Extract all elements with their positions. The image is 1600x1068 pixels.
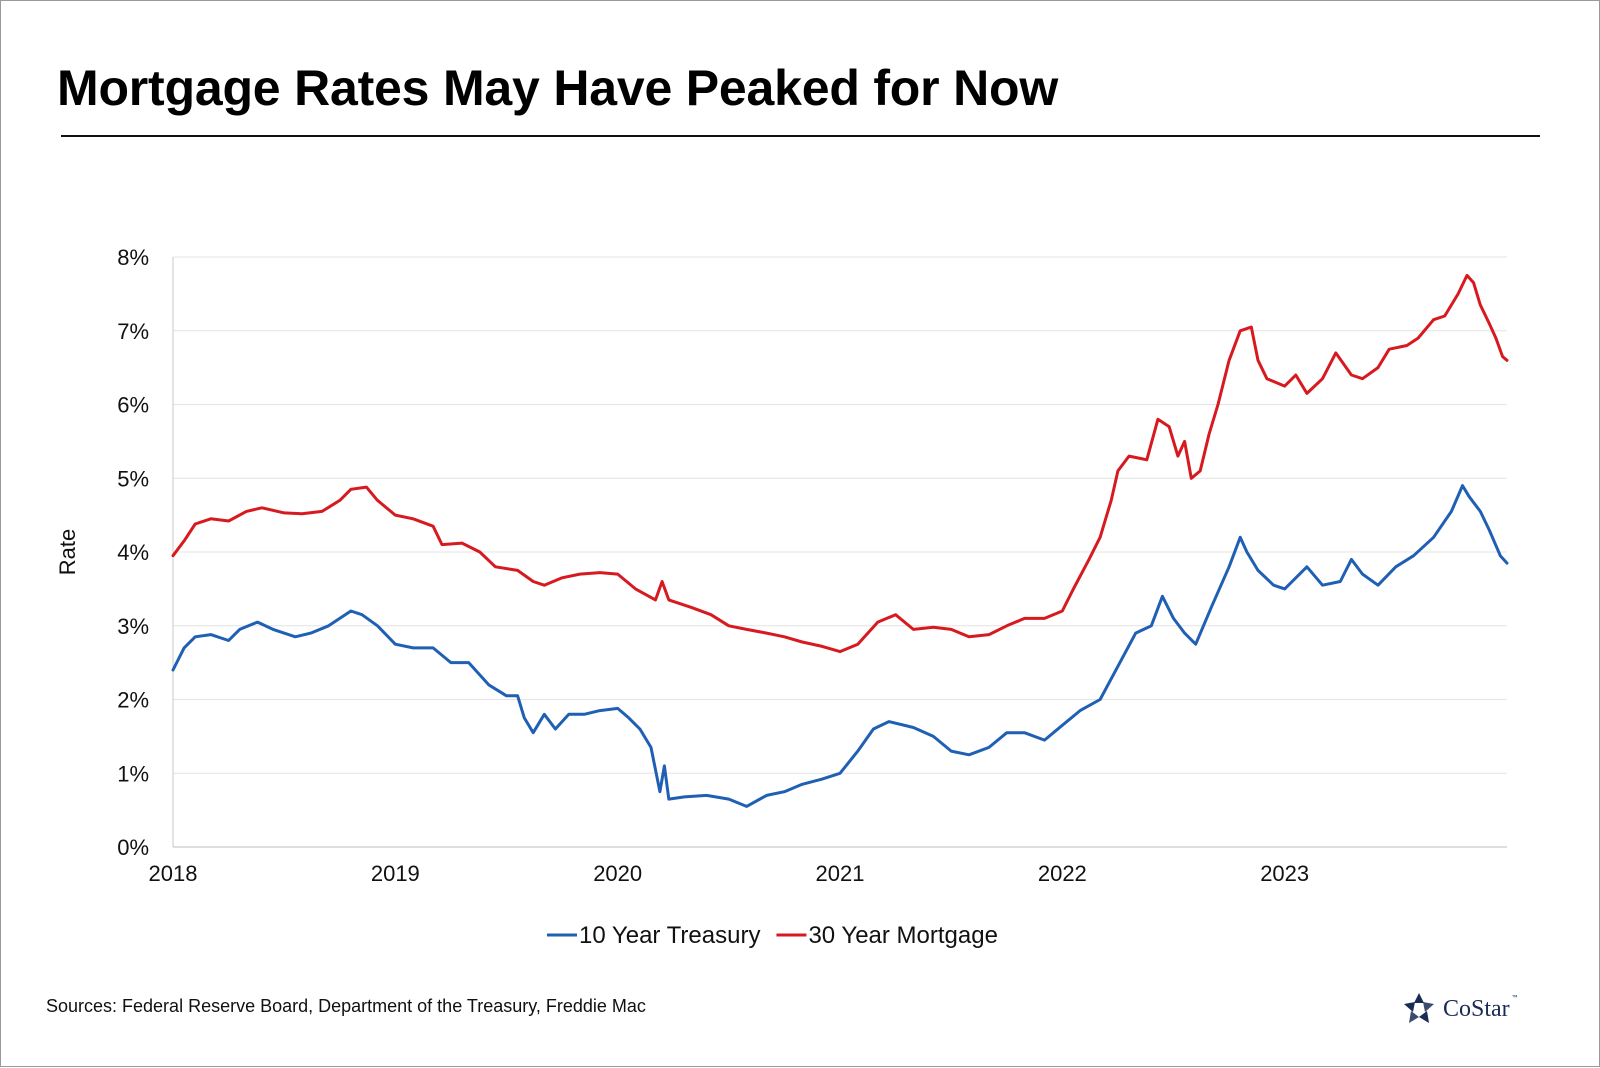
x-tick-label: 2020 xyxy=(593,861,642,886)
source-note: Sources: Federal Reserve Board, Departme… xyxy=(46,996,646,1016)
y-tick-label: 8% xyxy=(117,245,149,270)
costar-star-logo-icon xyxy=(1404,993,1434,1023)
x-tick-label: 2022 xyxy=(1038,861,1087,886)
x-tick-label: 2018 xyxy=(149,861,198,886)
title-divider xyxy=(61,135,1540,137)
x-tick-label: 2021 xyxy=(816,861,865,886)
y-tick-label: 2% xyxy=(117,688,149,713)
series-line-30-year-mortgage xyxy=(171,273,1509,654)
brand-trademark: ™ xyxy=(1511,995,1518,1001)
brand-name: CoStar xyxy=(1443,995,1510,1022)
legend-label-30-year-mortgage: 30 Year Mortgage xyxy=(808,922,997,949)
legend-label-10-year-treasury: 10 Year Treasury xyxy=(579,922,760,949)
y-tick-label: 3% xyxy=(117,614,149,639)
x-tick-label: 2023 xyxy=(1260,861,1309,886)
y-tick-label: 6% xyxy=(117,393,149,418)
y-tick-label: 0% xyxy=(117,835,149,860)
y-tick-label: 4% xyxy=(117,540,149,565)
x-tick-label: 2019 xyxy=(371,861,420,886)
series-line-10-year-treasury xyxy=(171,484,1509,808)
y-axis-title: Rate xyxy=(55,529,80,575)
chart-title: Mortgage Rates May Have Peaked for Now xyxy=(57,60,1059,116)
brand-logo: CoStar ™ xyxy=(1401,991,1518,1027)
y-tick-label: 5% xyxy=(117,466,149,491)
y-tick-label: 7% xyxy=(117,319,149,344)
y-tick-label: 1% xyxy=(117,761,149,786)
